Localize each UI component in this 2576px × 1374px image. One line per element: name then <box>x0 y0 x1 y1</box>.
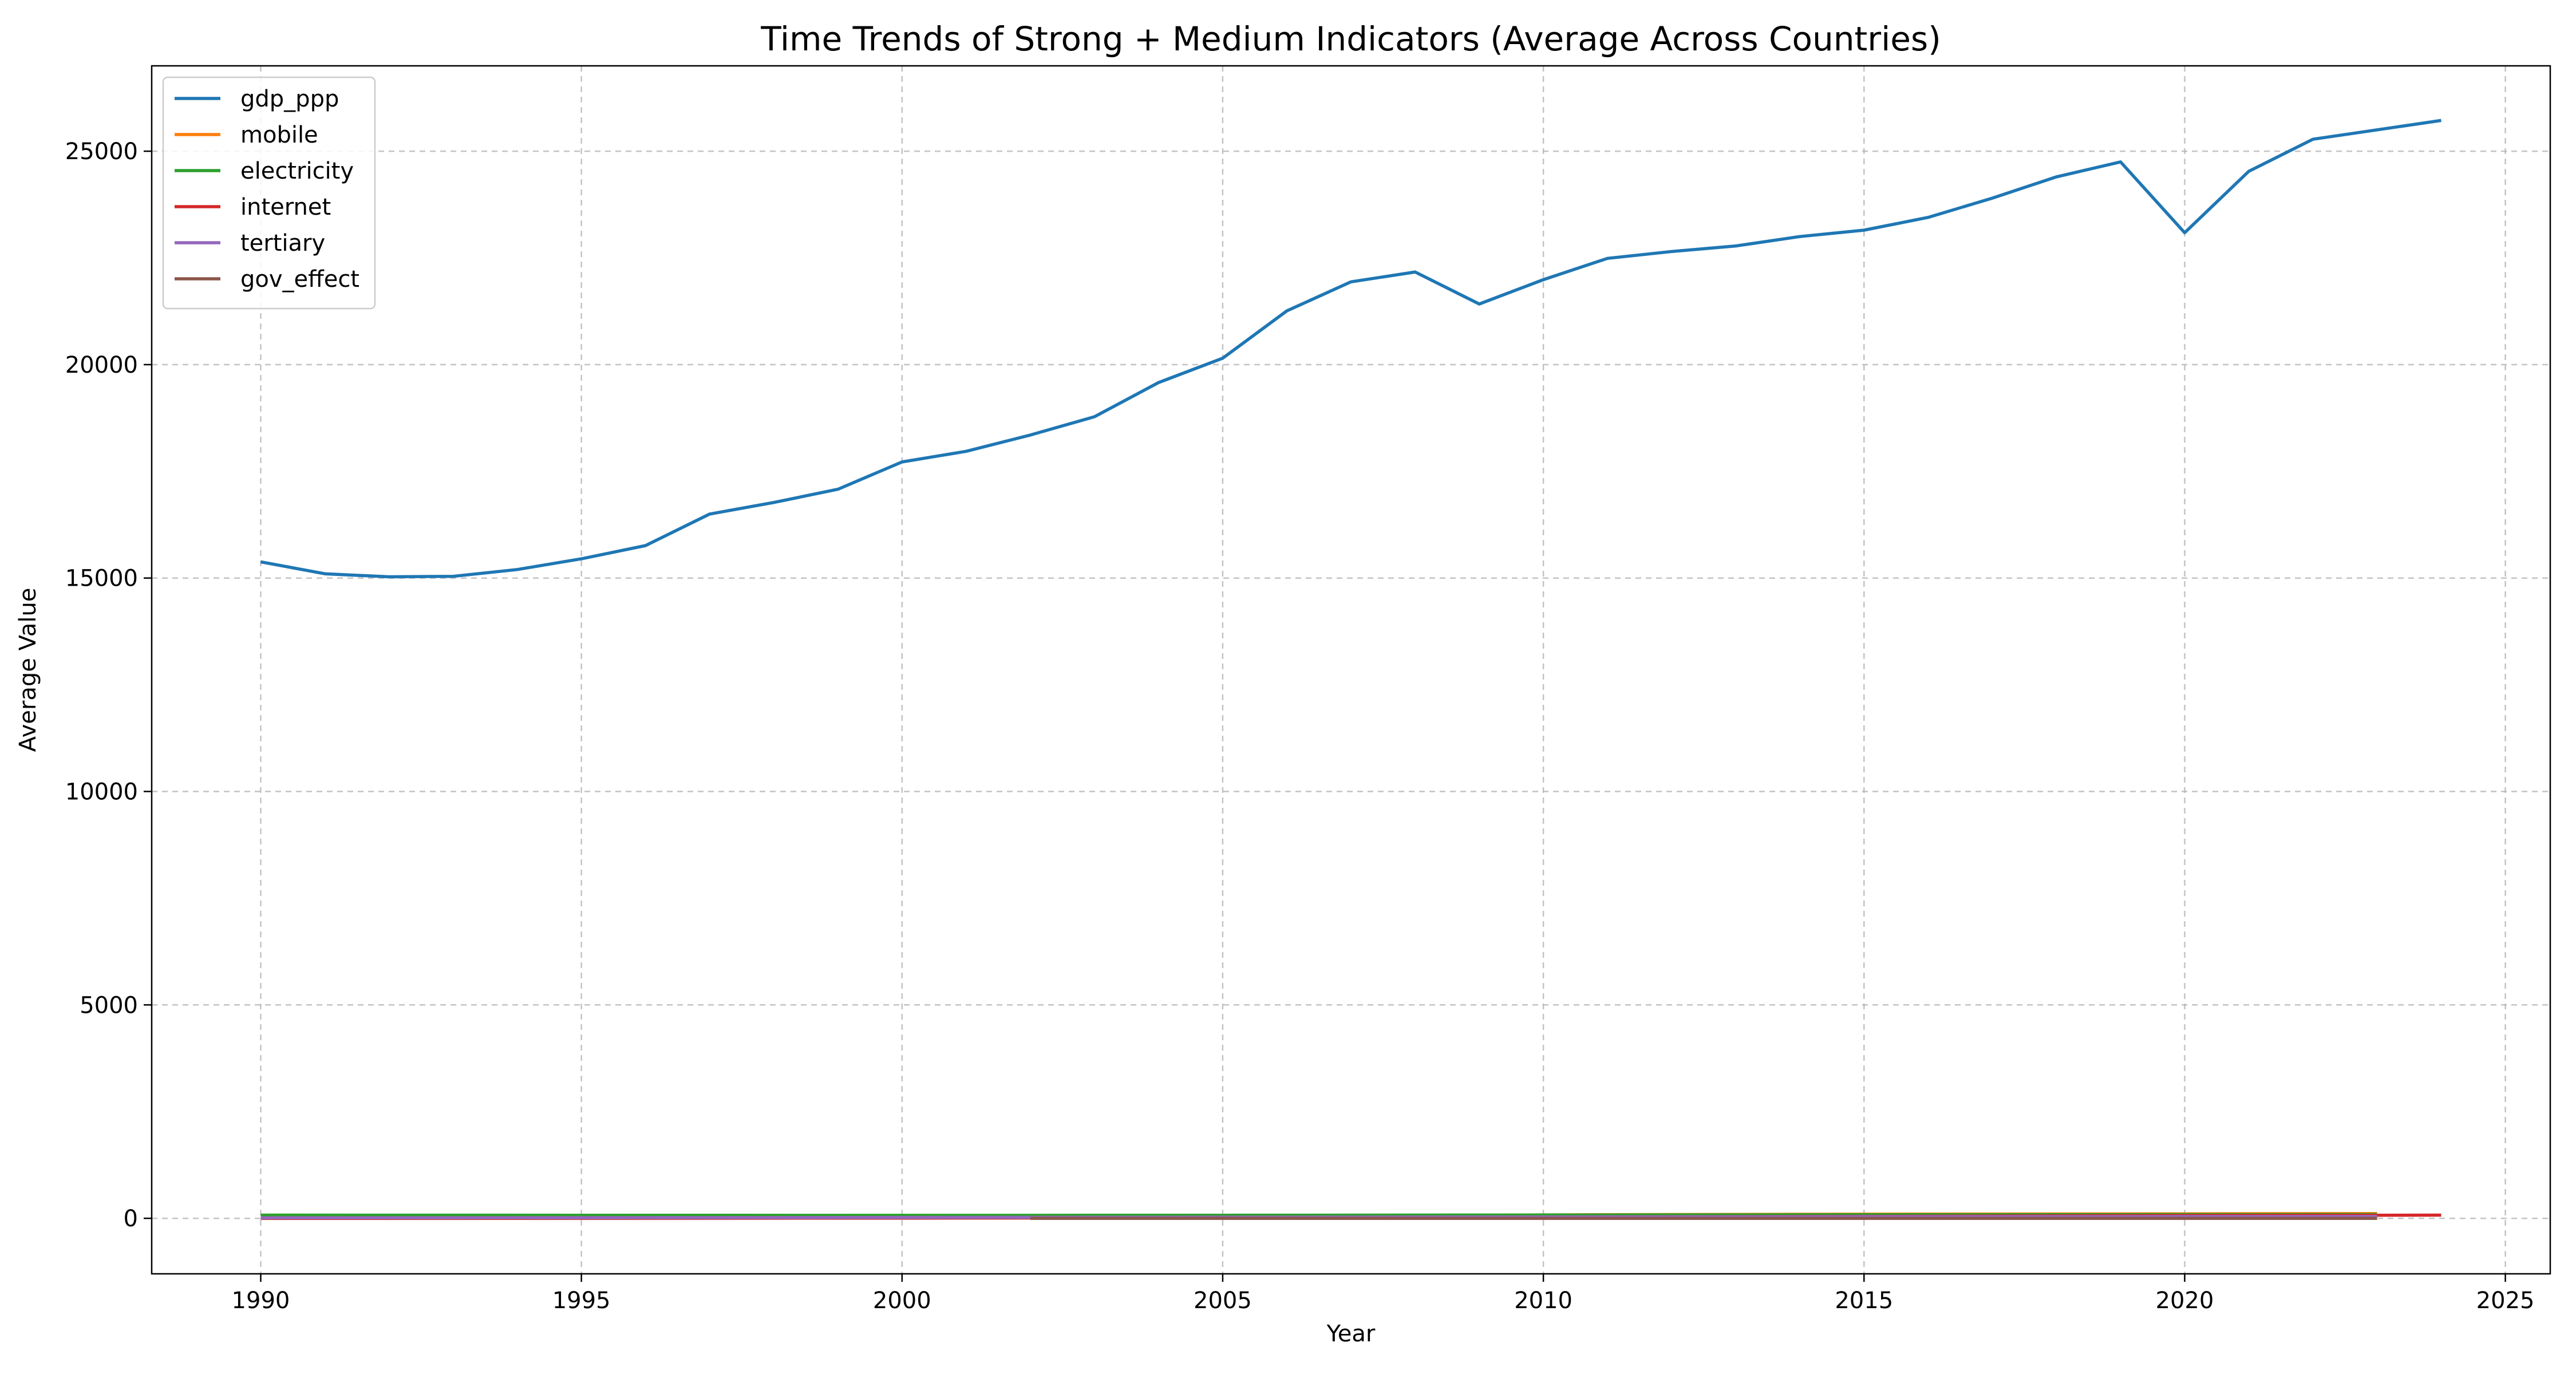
y-tick-label: 0 <box>124 1206 138 1232</box>
chart-title: Time Trends of Strong + Medium Indicator… <box>760 19 1941 58</box>
series-line-gdp-ppp <box>260 119 2441 579</box>
x-tick-label: 2010 <box>1514 1288 1573 1314</box>
y-axis-label: Average Value <box>15 588 41 752</box>
legend-label: tertiary <box>240 230 325 256</box>
x-tick-label: 2000 <box>873 1288 931 1314</box>
legend-label: gdp_ppp <box>240 86 339 112</box>
y-tick-label: 25000 <box>65 139 138 165</box>
legend-label: gov_effect <box>240 266 359 293</box>
x-tick-label: 2015 <box>1835 1288 1893 1314</box>
y-tick-label: 15000 <box>65 566 138 592</box>
legend-label: internet <box>240 194 331 220</box>
x-tick-label: 2005 <box>1194 1288 1252 1314</box>
grid <box>152 66 2550 1274</box>
x-axis-label: Year <box>1326 1321 1376 1347</box>
x-tick-label: 1990 <box>232 1288 290 1314</box>
x-tick-label: 2025 <box>2476 1288 2535 1314</box>
x-tick-label: 1995 <box>552 1288 611 1314</box>
y-tick-label: 20000 <box>65 352 138 378</box>
x-tick-label: 2020 <box>2156 1288 2214 1314</box>
ticks: 1990 1995 2000 2005 2010 2015 2020 2025 0 5000 100… <box>65 139 2535 1314</box>
y-tick-label: 10000 <box>65 779 138 805</box>
legend-label: mobile <box>240 122 318 148</box>
y-tick-label: 5000 <box>80 992 138 1018</box>
series-layer <box>260 119 2441 1220</box>
axes-frame <box>151 65 2551 1275</box>
legend-label: electricity <box>240 158 354 184</box>
